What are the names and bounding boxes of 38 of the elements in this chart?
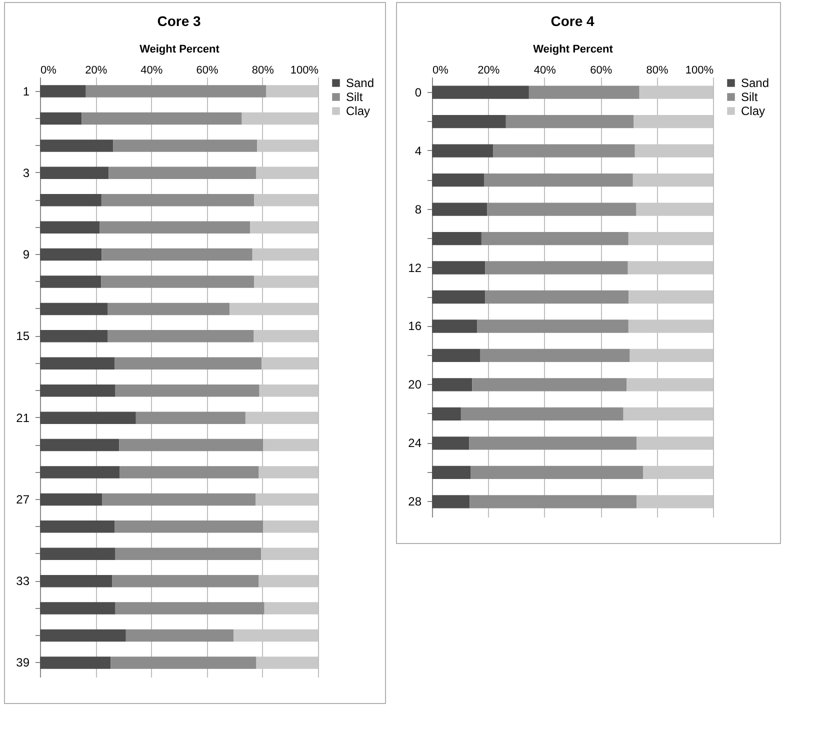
y-tick-label: 33	[16, 574, 30, 588]
y-tick-label: 3	[22, 166, 30, 180]
legend-label: Clay	[741, 104, 766, 118]
x-tick-label: 40%	[140, 64, 163, 76]
x-tick-label: 100%	[685, 64, 714, 76]
y-tick-label: 12	[408, 260, 422, 275]
y-tick-label: 21	[16, 410, 30, 425]
y-tick-label: 24	[408, 436, 422, 450]
legend-label: Silt	[741, 90, 758, 104]
y-tick-label: 20	[408, 378, 422, 392]
y-tick-label: 15	[16, 329, 30, 344]
x-tick-label: 100%	[290, 64, 319, 76]
legend-label: Sand	[346, 76, 374, 90]
legend-label: Silt	[346, 90, 364, 104]
y-tick-label: 9	[22, 248, 30, 262]
y-tick-label: 16	[408, 319, 422, 334]
y-tick-label: 27	[16, 492, 30, 506]
legend-label: Clay	[346, 104, 370, 118]
x-axis-title: Weight Percent	[140, 44, 220, 56]
x-tick-label: 80%	[646, 64, 669, 76]
x-tick-label: 20%	[85, 64, 108, 76]
y-tick-label: 4	[414, 144, 422, 158]
x-tick-label: 60%	[196, 64, 219, 76]
legend-label: Sand	[741, 76, 770, 90]
x-tick-label: 0%	[40, 64, 57, 76]
y-tick-label: 8	[414, 202, 422, 216]
y-tick-label: 0	[414, 85, 422, 100]
y-tick-label: 28	[408, 494, 422, 509]
x-tick-label: 40%	[534, 64, 556, 76]
chart-title: Core 3	[157, 13, 201, 29]
x-axis-title: Weight Percent	[533, 44, 614, 56]
x-tick-label: 80%	[252, 64, 274, 76]
chart-title: Core 4	[550, 13, 594, 29]
y-tick-label: 39	[16, 656, 30, 670]
x-tick-label: 20%	[478, 64, 500, 76]
y-tick-label: 1	[22, 84, 30, 98]
x-tick-label: 0%	[432, 64, 449, 76]
x-tick-label: 60%	[590, 64, 612, 76]
